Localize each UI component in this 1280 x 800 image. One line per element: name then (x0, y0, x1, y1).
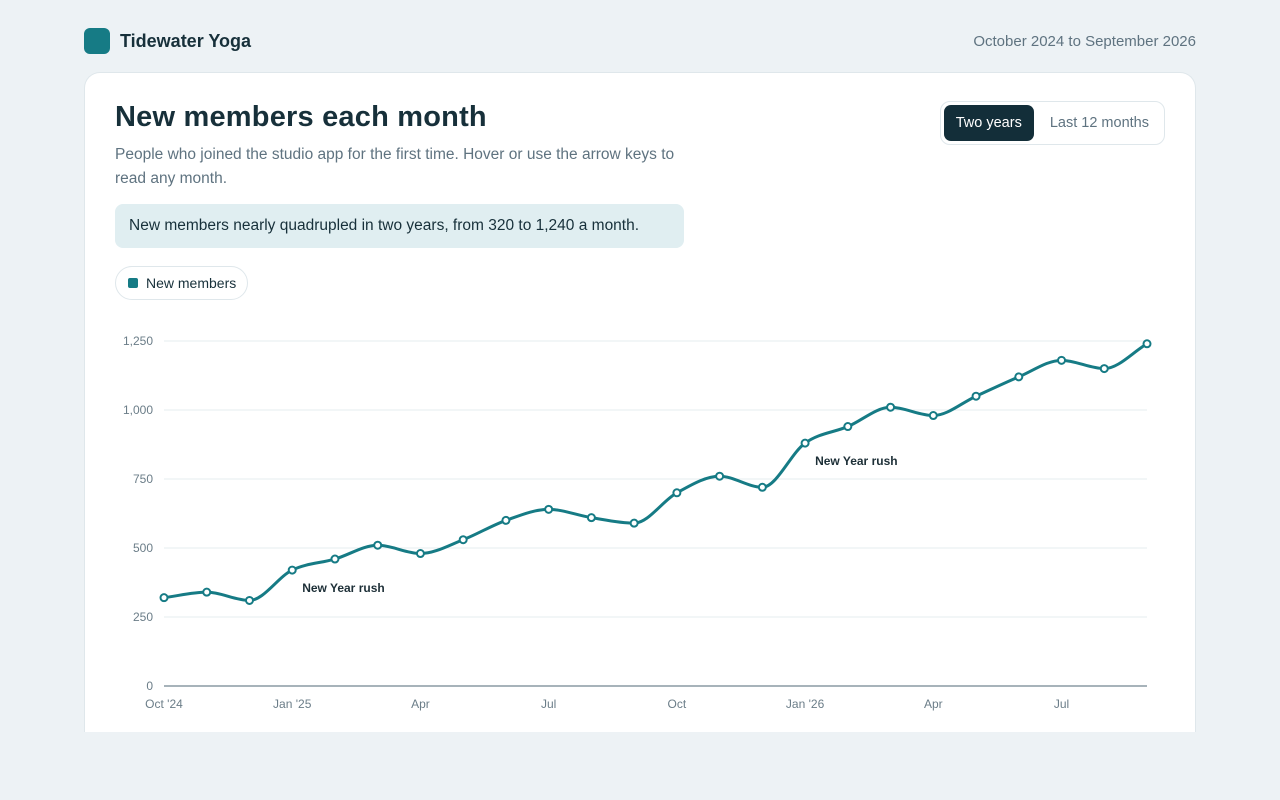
data-point[interactable] (586, 513, 596, 523)
data-point[interactable] (415, 549, 425, 559)
brand: Tidewater Yoga (84, 28, 251, 54)
data-point[interactable] (928, 411, 938, 421)
x-tick-label: Apr (924, 697, 943, 711)
chart-subtitle: People who joined the studio app for the… (115, 146, 675, 187)
y-tick-label: 250 (133, 610, 153, 624)
top-bar: Tidewater Yoga October 2024 to September… (84, 28, 1196, 54)
data-point[interactable] (672, 488, 682, 498)
data-point[interactable] (287, 565, 297, 575)
data-point[interactable] (244, 595, 254, 605)
brand-name: Tidewater Yoga (120, 30, 252, 51)
data-point[interactable] (800, 438, 810, 448)
annotation-label: New Year rush (815, 454, 898, 468)
data-point[interactable] (1142, 339, 1152, 349)
legend-new-members[interactable]: New members (115, 266, 249, 300)
x-tick-label: Jan '25 (273, 697, 312, 711)
x-tick-label: Jul (1054, 697, 1069, 711)
range-toggle: Two years Last 12 months (939, 101, 1165, 145)
data-point[interactable] (1014, 372, 1024, 382)
y-tick-label: 0 (146, 679, 153, 693)
data-point[interactable] (1099, 364, 1109, 374)
x-tick-label: Jul (541, 697, 556, 711)
data-point[interactable] (501, 515, 511, 525)
toggle-last-12-months[interactable]: Last 12 months (1049, 115, 1149, 131)
data-point[interactable] (373, 540, 383, 550)
data-point[interactable] (715, 471, 725, 481)
data-point[interactable] (458, 535, 468, 545)
toggle-two-years[interactable]: Two years (943, 105, 1034, 141)
x-tick-label: Oct (668, 697, 687, 711)
date-range: October 2024 to September 2026 (973, 32, 1196, 50)
y-tick-label: 750 (133, 472, 153, 486)
chart-title: New members each month (115, 101, 487, 133)
y-tick-label: 1,000 (123, 403, 153, 417)
chart-card: New members each month People who joined… (84, 72, 1196, 732)
x-tick-label: Oct '24 (145, 697, 183, 711)
line-chart[interactable]: 0 250 500 750 1,000 1,250 Oct '24 Jan '25 Apr Ju… (85, 73, 1196, 732)
data-point[interactable] (629, 518, 639, 528)
data-point[interactable] (971, 391, 981, 401)
legend-swatch (128, 278, 138, 288)
data-point[interactable] (1057, 355, 1067, 365)
insight-callout: New members nearly quadrupled in two yea… (115, 204, 684, 248)
data-point[interactable] (159, 593, 169, 603)
legend-label: New members (146, 275, 237, 291)
data-point[interactable] (202, 587, 212, 597)
x-tick-label: Apr (411, 697, 430, 711)
data-point[interactable] (757, 482, 767, 492)
y-tick-label: 500 (133, 541, 153, 555)
y-tick-label: 1,250 (123, 334, 153, 348)
data-point[interactable] (330, 554, 340, 564)
brand-logo (84, 28, 110, 54)
data-point[interactable] (886, 402, 896, 412)
x-tick-label: Jan '26 (786, 697, 825, 711)
annotation-label: New Year rush (302, 581, 385, 595)
data-point[interactable] (544, 504, 554, 514)
series-line-new-members (162, 342, 1149, 602)
data-point[interactable] (843, 422, 853, 432)
